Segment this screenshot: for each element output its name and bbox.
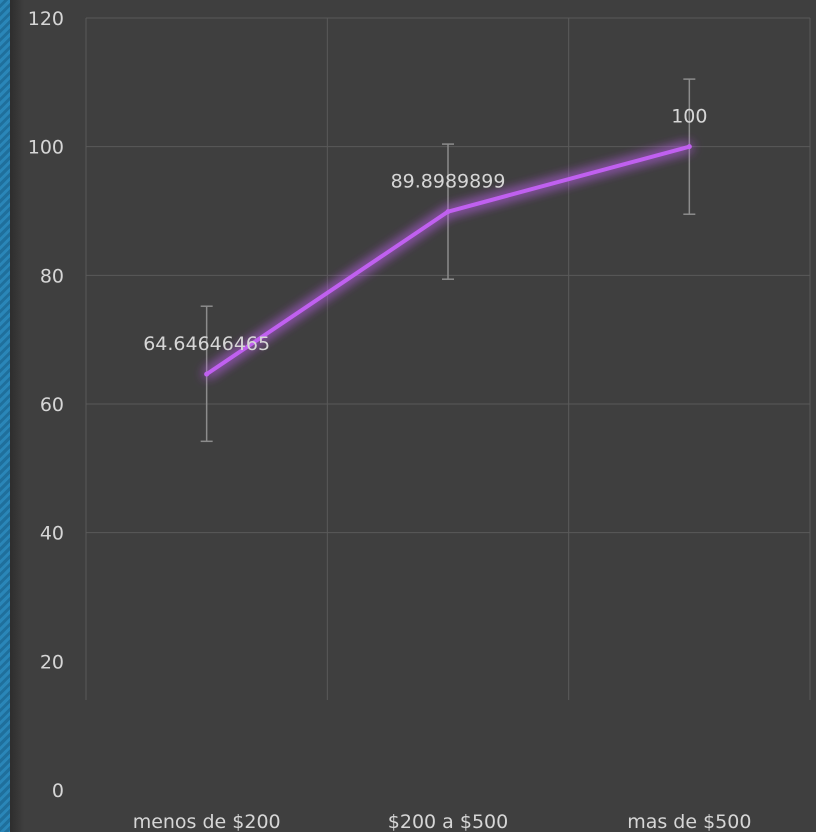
data-labels: 64.64646465 89.8989899 100 xyxy=(143,106,707,355)
y-tick-label: 20 xyxy=(40,651,64,673)
y-axis-ticks: 0 20 40 60 80 100 120 xyxy=(28,8,64,802)
data-point xyxy=(686,144,692,150)
x-tick-label: $200 a $500 xyxy=(388,811,508,832)
data-label: 64.64646465 xyxy=(143,333,270,355)
data-point xyxy=(204,371,210,377)
accent-stripe xyxy=(0,0,10,832)
data-label: 89.8989899 xyxy=(391,171,506,193)
y-tick-label: 60 xyxy=(40,394,64,416)
y-tick-label: 100 xyxy=(28,137,64,159)
x-tick-label: menos de $200 xyxy=(133,811,281,832)
series-lines xyxy=(204,144,692,377)
y-tick-label: 0 xyxy=(52,780,64,802)
y-tick-label: 40 xyxy=(40,523,64,545)
data-label: 100 xyxy=(671,106,707,128)
x-tick-label: mas de $500 xyxy=(627,811,751,832)
accent-stripe-shadow xyxy=(10,0,24,832)
y-tick-label: 120 xyxy=(28,8,64,30)
x-axis-ticks: menos de $200 $200 a $500 mas de $500 xyxy=(133,811,752,832)
error-bars xyxy=(200,78,696,443)
y-tick-label: 80 xyxy=(40,265,64,287)
data-point xyxy=(445,209,451,215)
